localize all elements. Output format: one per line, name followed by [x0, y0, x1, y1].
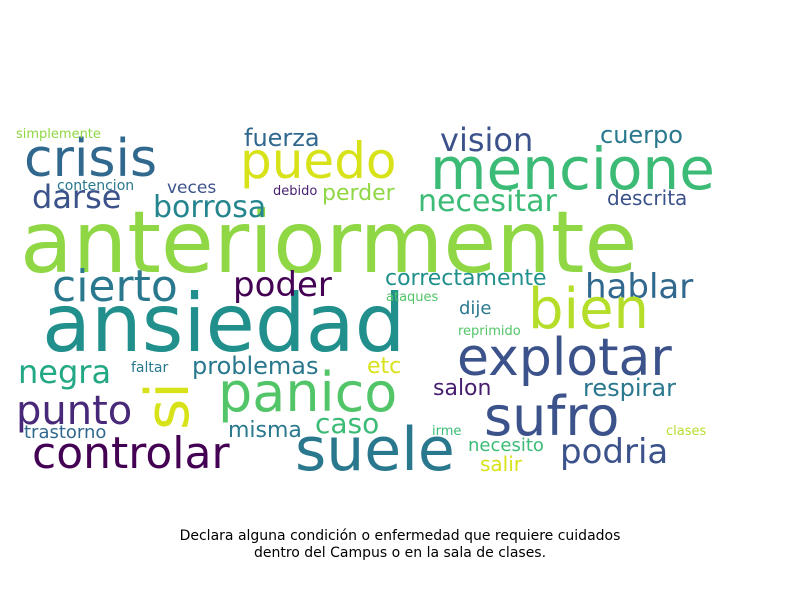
- word-cuerpo: cuerpo: [600, 121, 683, 149]
- word-controlar: controlar: [32, 428, 230, 479]
- word-caso: caso: [315, 407, 380, 440]
- word-puedo: puedo: [240, 132, 397, 190]
- word-fuerza: fuerza: [244, 124, 320, 152]
- word-reprimido: reprimido: [458, 324, 521, 339]
- word-si: si: [133, 382, 203, 430]
- word-simplemente: simplemente: [16, 127, 101, 142]
- word-faltar: faltar: [131, 360, 169, 376]
- word-etc: etc: [367, 354, 402, 379]
- word-contencion: contencion: [57, 178, 135, 194]
- word-descrita: descrita: [607, 186, 688, 210]
- word-borrosa: borrosa: [153, 190, 267, 225]
- word-salon: salon: [433, 376, 492, 401]
- word-perder: perder: [322, 181, 395, 206]
- word-hablar: hablar: [585, 267, 694, 307]
- caption-line-1: Declara alguna condición o enfermedad qu…: [179, 528, 621, 544]
- word-anteriormente: anteriormente: [20, 193, 638, 293]
- word-podria: podria: [560, 432, 669, 472]
- word-misma: misma: [228, 418, 302, 443]
- word-clases: clases: [666, 424, 707, 439]
- word-debido: debido: [273, 184, 318, 199]
- word-salir: salir: [480, 452, 523, 476]
- word-cierto: cierto: [52, 261, 178, 312]
- word-dije: dije: [459, 298, 492, 319]
- word-poder: poder: [233, 265, 332, 305]
- word-crisis: crisis: [24, 129, 158, 189]
- word-sufro: sufro: [484, 385, 620, 448]
- word-bien: bien: [528, 277, 650, 342]
- word-necesito: necesito: [468, 435, 544, 456]
- word-negra: negra: [18, 353, 112, 391]
- word-correctamente: correctamente: [385, 266, 547, 291]
- caption-line-2: dentro del Campus o en la sala de clases…: [253, 545, 547, 561]
- word-ansiedad: ansiedad: [42, 277, 406, 370]
- word-irme: irme: [432, 424, 462, 439]
- word-panico: panico: [218, 361, 398, 424]
- word-darse: darse: [32, 178, 122, 216]
- word-explotar: explotar: [457, 328, 672, 388]
- word-punto: punto: [16, 388, 133, 434]
- word-trastorno: trastorno: [24, 422, 107, 443]
- word-problemas: problemas: [192, 352, 319, 380]
- word-mencione: mencione: [430, 135, 715, 203]
- figure-caption: Declara alguna condición o enfermedad qu…: [100, 528, 700, 562]
- word-necesitar: necesitar: [418, 184, 557, 219]
- word-veces: veces: [167, 178, 217, 198]
- word-respirar: respirar: [583, 374, 676, 402]
- word-vision: vision: [440, 121, 534, 159]
- word-suele: suele: [295, 415, 455, 485]
- word-ataques: ataques: [386, 290, 439, 305]
